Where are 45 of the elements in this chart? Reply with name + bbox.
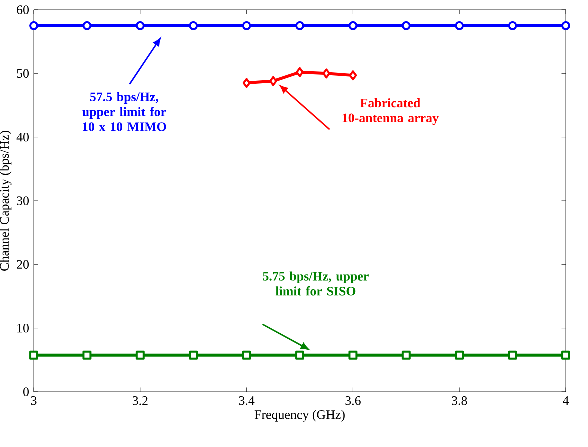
annotation: 5.75 bps/Hz, upper limit for SISO — [263, 272, 369, 296]
point — [508, 350, 518, 360]
point — [189, 350, 198, 360]
x-tick-label: 3.4 — [239, 396, 255, 406]
point — [402, 350, 411, 360]
y-axis-title: Channel Capacity (bps/Hz) — [0, 131, 12, 271]
y-tick-label: 0 — [24, 388, 29, 396]
x-tick-label: 3.2 — [132, 396, 148, 406]
point — [30, 350, 38, 360]
y-tick-label: 10 — [18, 324, 29, 333]
x-tick-label: 4 — [563, 396, 570, 406]
point — [562, 350, 570, 360]
x-axis-title: Frequency (GHz) — [254, 410, 345, 422]
point — [348, 21, 358, 30]
y-tick-label: 40 — [16, 132, 29, 142]
point — [82, 350, 92, 360]
point — [242, 78, 251, 88]
x-tick-label: 3.6 — [346, 396, 361, 406]
point — [455, 350, 464, 360]
y-tick-label: 20 — [17, 260, 29, 270]
point — [348, 350, 358, 360]
point — [455, 21, 464, 30]
y-tick-label: 60 — [17, 6, 29, 14]
annotation: 57.5 bps/Hz, upper limit for 10 x 10 MIMO — [82, 92, 166, 132]
point — [402, 21, 411, 30]
point — [30, 21, 38, 30]
point — [349, 70, 358, 81]
x-tick-label: 3.8 — [452, 396, 468, 406]
point — [562, 21, 570, 30]
point — [296, 67, 304, 78]
point — [189, 21, 198, 30]
x-tick-label: 3 — [31, 396, 37, 406]
point — [269, 76, 278, 86]
point — [508, 21, 518, 30]
point — [242, 21, 252, 30]
point — [82, 21, 92, 30]
point — [136, 350, 145, 360]
y-tick-label: 50 — [17, 69, 29, 78]
annotation: Fabricated 10-antenna array — [342, 98, 439, 126]
point — [136, 21, 145, 30]
point — [296, 21, 304, 30]
point — [296, 350, 304, 360]
y-tick-label: 30 — [17, 196, 29, 206]
point — [322, 68, 331, 79]
point — [242, 350, 252, 360]
